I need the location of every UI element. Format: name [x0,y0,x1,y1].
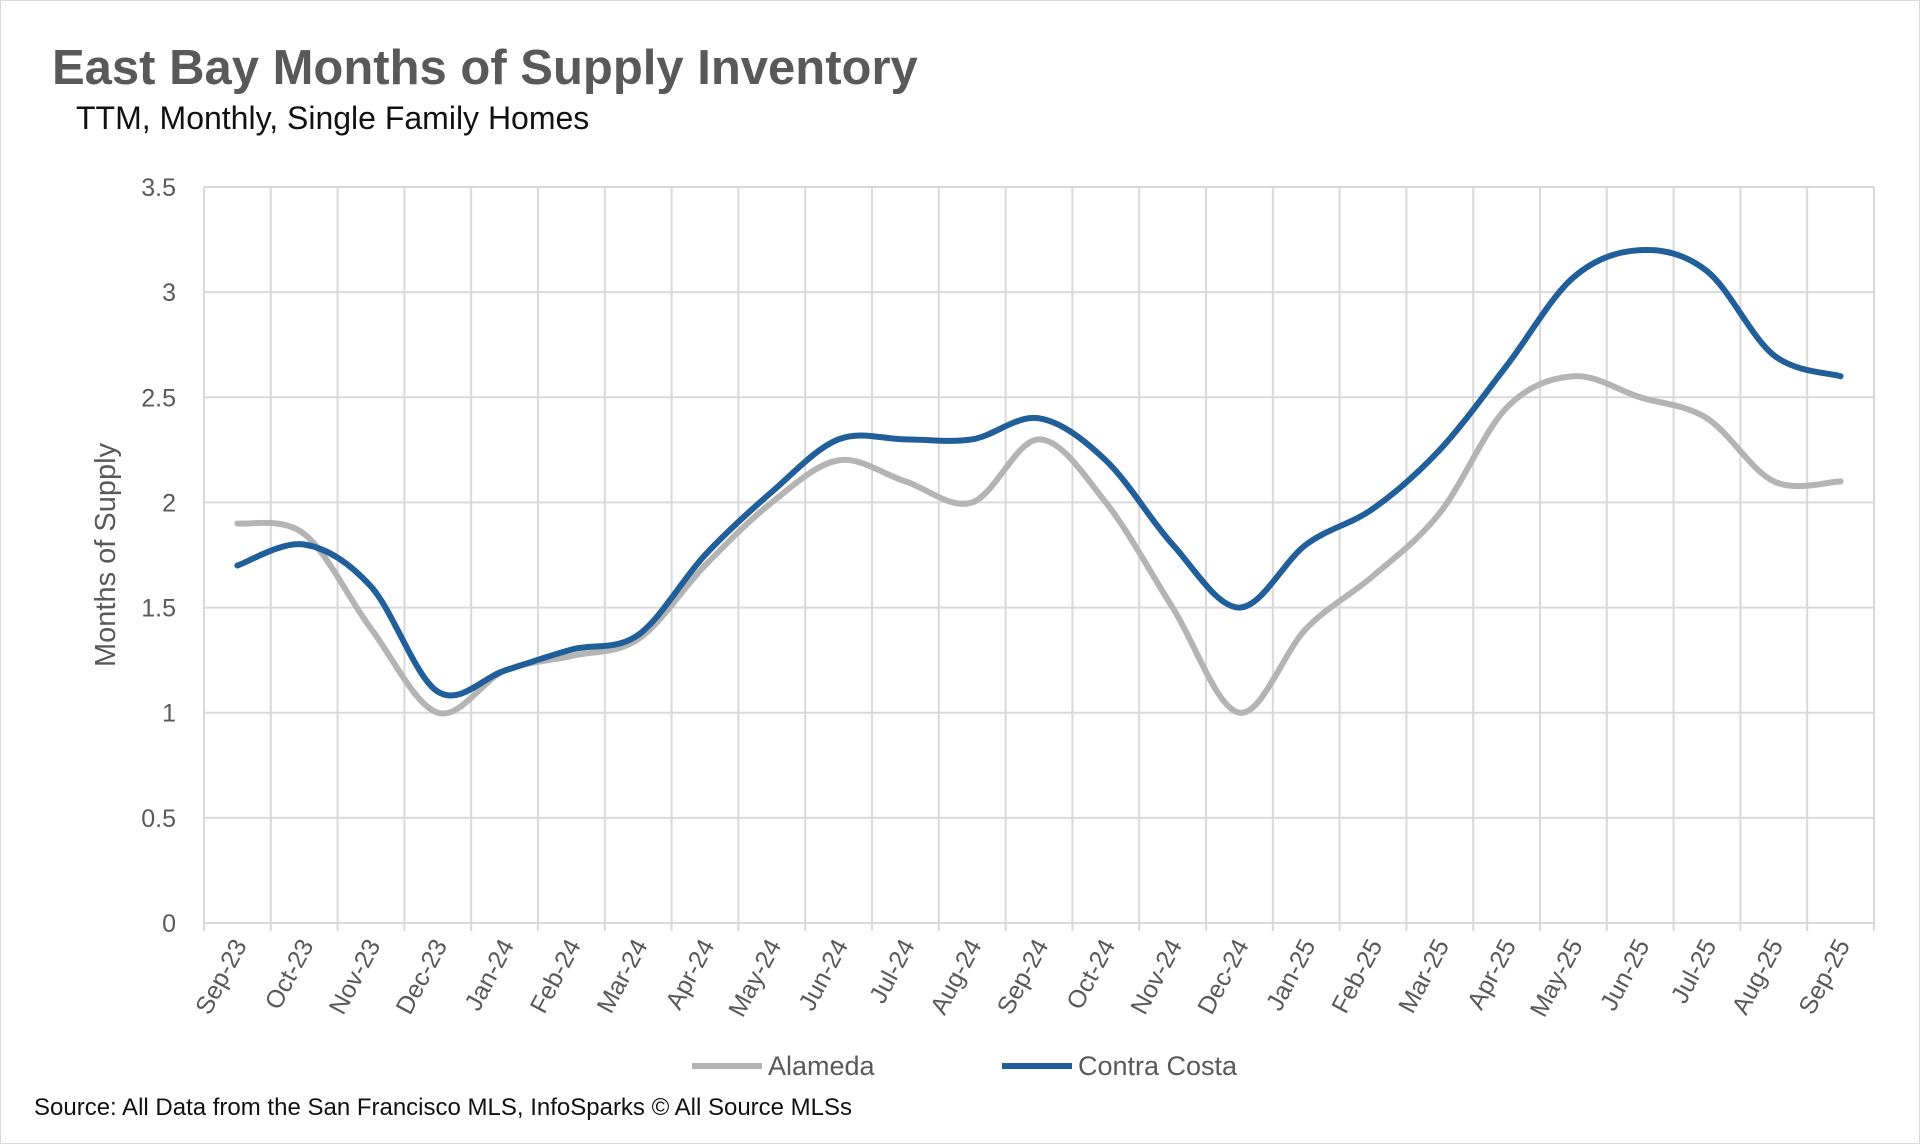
x-tick-label: Oct-24 [1061,935,1121,1014]
series-lines [234,246,1844,717]
x-tick-label: Nov-23 [324,935,387,1019]
x-tick-label: Oct-23 [260,935,320,1014]
legend-label: Contra Costa [1078,1051,1238,1081]
x-tick-label: Mar-25 [1393,935,1455,1018]
y-axis-ticks: 0 0.5 1 1.5 2 2.5 3 3.5 [141,174,176,938]
x-tick-label: Aug-24 [925,935,988,1019]
chart-subtitle: TTM, Monthly, Single Family Homes [76,100,590,136]
x-tick-label: Sep-24 [992,935,1055,1019]
y-tick-label: 0.5 [141,805,176,833]
x-tick-label: Apr-25 [1462,935,1522,1014]
x-tick-label: Jun-24 [793,935,854,1016]
x-tick-label: Jun-25 [1595,935,1656,1016]
x-tick-label: Dec-24 [1192,935,1255,1019]
x-tick-label: Aug-25 [1727,935,1790,1019]
y-tick-label: 2 [162,489,176,517]
x-tick-label: Mar-24 [592,935,654,1018]
series-line-alameda [234,373,1844,717]
y-tick-label: 0 [162,910,176,938]
y-tick-label: 2.5 [141,384,176,412]
x-tick-label: Feb-25 [1326,935,1388,1018]
x-tick-label: Jul-24 [864,935,921,1008]
chart-title: East Bay Months of Supply Inventory [52,41,918,95]
source-note: Source: All Data from the San Francisco … [34,1094,853,1121]
x-tick-label: Jul-25 [1666,935,1723,1008]
x-tick-label: Sep-25 [1793,935,1856,1019]
x-tick-label: Apr-24 [660,935,720,1014]
y-axis-label: Months of Supply [90,442,122,667]
y-tick-label: 3 [162,279,176,307]
gridlines [203,186,1875,931]
x-tick-label: Nov-24 [1125,935,1188,1019]
legend: Alameda Contra Costa [692,1051,1238,1081]
legend-label: Alameda [768,1051,876,1081]
y-tick-label: 3.5 [141,174,176,202]
x-tick-label: Dec-23 [391,935,454,1019]
series-line-contra-costa [234,246,1844,699]
x-tick-label: Jan-24 [459,935,520,1016]
y-tick-label: 1.5 [141,595,176,623]
x-tick-label: Jan-25 [1261,935,1322,1016]
x-tick-label: Feb-24 [525,935,587,1018]
x-tick-label: May-24 [723,935,787,1022]
x-tick-label: May-25 [1525,935,1589,1022]
x-tick-label: Sep-23 [190,935,253,1019]
y-tick-label: 1 [162,700,176,728]
x-axis-ticks: Sep-23 Oct-23 Nov-23 Dec-23 Jan-24 Feb-24 Mar-… [190,935,1856,1022]
